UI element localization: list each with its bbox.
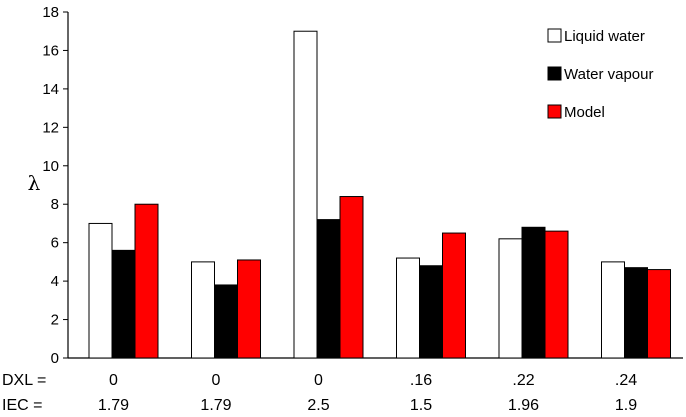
bar-liquid-water	[396, 257, 420, 359]
axes	[67, 12, 683, 359]
x-tick-label: .22	[512, 372, 534, 389]
bar-model	[134, 203, 159, 359]
legend-label: Water vapour	[564, 66, 653, 83]
y-tick-label: 4	[51, 273, 59, 290]
bar-water-vapour	[419, 265, 443, 359]
bar-water-vapour	[624, 267, 648, 359]
bar-water-vapour	[521, 226, 546, 359]
y-tick-label: 16	[42, 42, 59, 59]
legend-label: Liquid water	[564, 28, 645, 45]
x-tick-label: 1.5	[410, 397, 432, 414]
bar-model	[237, 259, 261, 359]
bars	[88, 30, 671, 359]
bar-liquid-water	[293, 30, 318, 359]
bar-model	[647, 269, 671, 359]
x-tick-label: 1.79	[98, 397, 129, 414]
legend: Liquid water Water vapour Model	[547, 28, 653, 121]
y-axis-title: λ	[28, 171, 41, 195]
x-tick-label: .16	[410, 372, 432, 389]
y-tick-label: 10	[42, 158, 59, 175]
row-label: DXL =	[2, 372, 46, 389]
y-tick-label: 6	[51, 235, 59, 252]
y-tick-label: 2	[51, 312, 59, 329]
y-tick-label: 12	[42, 119, 59, 136]
legend-label: Model	[564, 104, 605, 121]
y-tick-label: 14	[42, 81, 59, 98]
bar-water-vapour	[214, 284, 238, 359]
bar-liquid-water	[191, 261, 215, 359]
bar-model	[442, 232, 466, 359]
bar-model	[544, 230, 569, 359]
y-tick-label: 0	[51, 350, 59, 367]
bar-liquid-water	[601, 261, 625, 359]
legend-swatch	[547, 28, 562, 43]
legend-swatch	[547, 104, 562, 119]
bar-liquid-water	[88, 222, 113, 359]
x-tick-label: 0	[314, 372, 323, 389]
bar-water-vapour	[111, 249, 136, 359]
bar-water-vapour	[316, 219, 341, 359]
row-label: IEC =	[2, 397, 42, 414]
y-tick-label: 8	[51, 196, 59, 213]
y-ticks: 0 2 4 6 8 10 12 14 16 18	[42, 4, 68, 367]
bar-model	[339, 196, 364, 359]
x-tick-label: 1.9	[615, 397, 637, 414]
bar-liquid-water	[498, 238, 523, 359]
x-tick-label: 0	[109, 372, 118, 389]
x-tick-label: 2.5	[307, 397, 329, 414]
x-tick-label: 1.79	[200, 397, 231, 414]
legend-swatch	[547, 66, 562, 81]
x-tick-label: .24	[615, 372, 637, 389]
x-tick-label: 1.96	[508, 397, 539, 414]
category-labels: DXL = 0 0 0 .16 .22 .24 IEC = 1.79 1.79 2.5 1.5 1.96…	[2, 372, 637, 414]
y-tick-label: 18	[42, 4, 59, 21]
x-tick-label: 0	[212, 372, 221, 389]
